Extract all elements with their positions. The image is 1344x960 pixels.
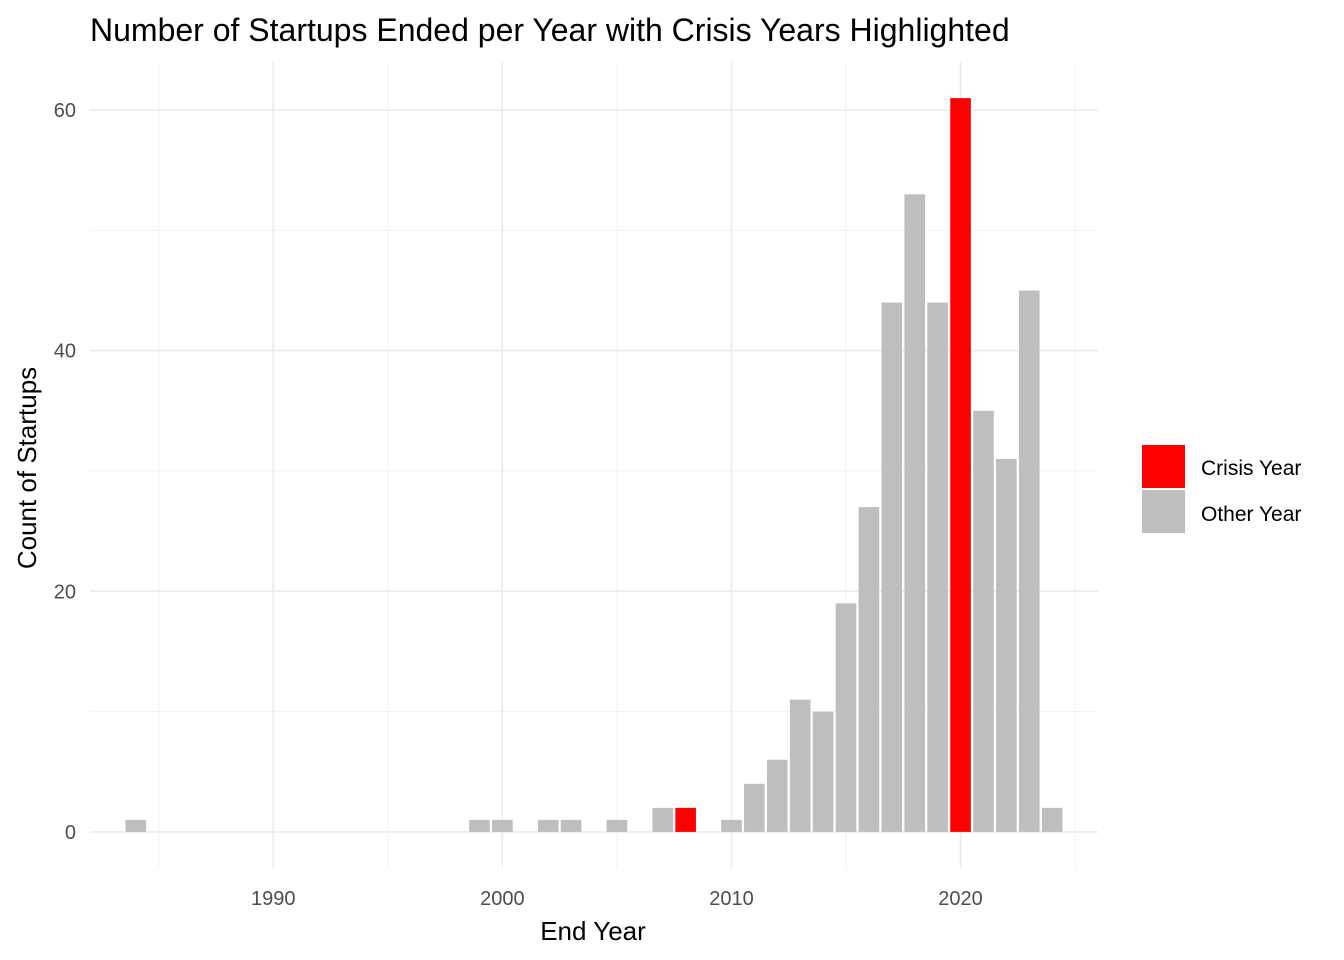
bar-2012 [766,759,788,832]
bar-1984 [125,819,147,832]
x-axis-title: End Year [540,916,646,946]
legend: Crisis Year Other Year [1142,445,1301,533]
bar-2023 [1018,290,1040,832]
bar-2020 [950,98,971,832]
bar-2022 [996,458,1017,832]
bar-2017 [881,302,903,832]
bar-series [125,98,1063,832]
y-tick-label: 60 [54,100,76,122]
y-tick-label: 20 [54,581,76,603]
bar-1999 [469,819,490,832]
bar-2011 [744,783,765,832]
legend-swatch-crisis [1142,445,1185,488]
bar-2018 [904,194,926,832]
x-tick-label: 1990 [251,888,296,910]
legend-label-other: Other Year [1201,503,1301,526]
x-tick-label: 2000 [480,888,525,910]
legend-swatch-other [1142,490,1185,533]
bar-2000 [492,819,513,832]
bar-2015 [835,603,857,832]
y-tick-label: 0 [65,822,76,844]
bar-2019 [927,302,948,832]
bar-2014 [812,711,834,832]
bar-2003 [560,819,582,832]
chart-title: Number of Startups Ended per Year with C… [90,12,1010,48]
bar-2024 [1041,807,1063,832]
bar-2010 [721,819,742,832]
x-axis-ticks: 1990 2000 2010 2020 [251,888,983,910]
bar-2005 [606,819,628,832]
x-tick-label: 2020 [938,888,983,910]
bar-2007 [652,807,674,832]
bar-2002 [537,819,559,832]
legend-label-crisis: Crisis Year [1201,457,1301,480]
y-axis-title: Count of Startups [12,367,42,569]
bar-2008 [675,807,696,832]
bar-2016 [858,507,880,832]
bar-2013 [789,699,811,832]
x-tick-label: 2010 [709,888,754,910]
bar-2021 [973,410,994,832]
y-tick-label: 40 [54,341,76,363]
y-axis-ticks: 0 20 40 60 [54,100,76,844]
